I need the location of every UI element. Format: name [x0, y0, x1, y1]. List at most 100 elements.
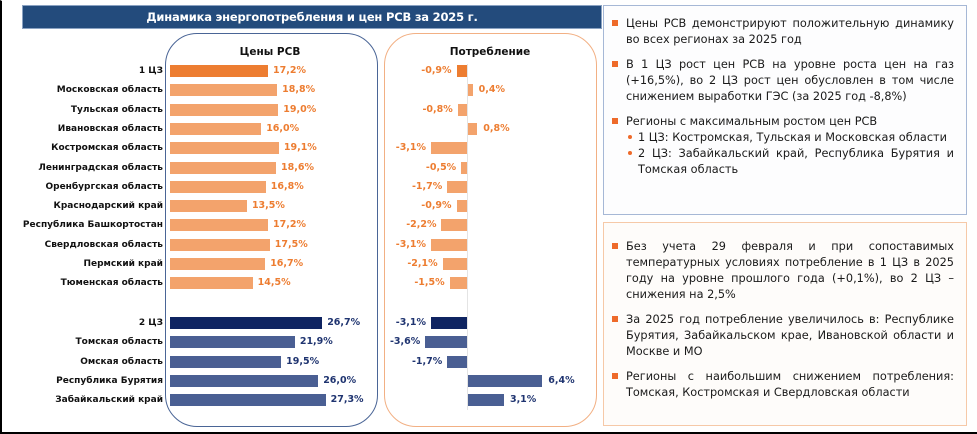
price-value-label: 17,5% [274, 238, 308, 250]
consumption-bar [441, 219, 467, 232]
consumption-bar [461, 161, 467, 174]
price-value-label: 14,5% [257, 277, 291, 289]
consumption-notes-panel: Без учета 29 февраля и при сопоставимых … [603, 222, 967, 426]
consumption-value-label: 0,4% [478, 84, 505, 96]
consumption-value-label: -3,6% [389, 336, 421, 348]
category-label: Республика Бурятия [56, 375, 163, 386]
price-bar [170, 180, 266, 193]
consumption-value-label: -2,1% [407, 258, 438, 269]
prices-title: Цены РСВ [239, 46, 301, 58]
consumption-value-label: -1,5% [414, 277, 445, 289]
chart-header-title: Динамика энергопотребления и цен РСВ за … [146, 10, 478, 24]
price-bar [170, 238, 270, 251]
consumption-value-label: -0,5% [425, 161, 457, 173]
price-bar [170, 219, 269, 232]
price-value-label: 18,6% [281, 161, 314, 173]
consumption-value-label: -2,2% [406, 219, 437, 231]
consumption-bar [468, 374, 543, 387]
consumption-note: Регионы с наибольшим снижением потреблен… [604, 369, 954, 401]
consumption-bar [442, 258, 467, 270]
consumption-notes-list: Без учета 29 февраля и при сопоставимых … [604, 239, 966, 401]
price-bar [170, 65, 269, 77]
consumption-value-label: 0,8% [483, 122, 510, 134]
consumption-note-text: Регионы с наибольшим снижением потреблен… [626, 370, 954, 399]
price-bar [170, 336, 295, 349]
price-bar [170, 103, 279, 116]
consumption-value-label: -3,1% [395, 238, 427, 250]
consumption-bar [425, 336, 467, 349]
price-subnotes: 1 ЦЗ: Костромская, Тульская и Московская… [626, 130, 954, 178]
consumption-value-label: -0,9% [421, 65, 452, 76]
consumption-note: Без учета 29 февраля и при сопоставимых … [604, 239, 954, 303]
price-value-label: 26,7% [327, 317, 361, 328]
price-bar [170, 84, 278, 97]
category-label: Ивановская область [57, 123, 163, 134]
category-label: Забайкальский край [55, 395, 163, 406]
price-value-label: 19,0% [283, 103, 317, 115]
category-label: Оренбургская область [45, 181, 163, 192]
price-note-text: Регионы с максимальным ростом цен РСВ [626, 115, 878, 128]
price-bar [170, 161, 277, 174]
price-bar [170, 122, 262, 135]
category-label: Костромская область [51, 143, 163, 154]
price-value-label: 21,9% [299, 336, 333, 348]
price-bar [170, 142, 279, 155]
price-value-label: 18,8% [282, 84, 316, 96]
price-note: Цены РСВ демонстрируют положительную дин… [604, 16, 954, 48]
price-value-label: 17,2% [273, 65, 306, 76]
category-label: Тюменская область [60, 278, 163, 289]
consumption-value-label: -3,1% [395, 317, 427, 328]
price-value-label: 27,3% [330, 394, 364, 406]
price-bar [170, 374, 319, 387]
consumption-panel [384, 33, 597, 427]
chart-header: Динамика энергопотребления и цен РСВ за … [22, 5, 602, 29]
price-value-label: 17,2% [273, 219, 306, 231]
price-note-text: В 1 ЦЗ рост цен РСВ на уровне роста цен … [626, 58, 954, 103]
consumption-value-label: 3,1% [509, 394, 537, 406]
category-label: 2 ЦЗ [138, 318, 163, 328]
consumption-value-label: -1,7% [411, 180, 443, 192]
category-label: Краснодарский край [53, 201, 163, 212]
consumption-bar [468, 394, 504, 407]
consumption-bar [431, 317, 467, 329]
consumption-bar [447, 180, 467, 193]
consumption-bar [456, 200, 467, 213]
category-label: Томская область [75, 337, 163, 348]
price-bar [170, 277, 253, 290]
category-label: Республика Башкортостан [22, 220, 163, 231]
consumption-value-label: -1,7% [411, 355, 443, 367]
price-subnote: 1 ЦЗ: Костромская, Тульская и Московская… [626, 130, 954, 146]
price-subnote: 2 ЦЗ: Забайкальский край, Республика Бур… [626, 146, 954, 178]
price-subnote-text: 1 ЦЗ: Костромская, Тульская и Московская… [638, 131, 947, 144]
consumption-value-label: -0,9% [421, 200, 452, 212]
price-value-label: 16,0% [266, 122, 300, 134]
category-label: 1 ЦЗ [138, 66, 163, 76]
price-bar [170, 394, 326, 407]
consumption-note-text: Без учета 29 февраля и при сопоставимых … [626, 240, 954, 301]
consumption-bar [468, 122, 478, 135]
consumption-title: Потребление [449, 46, 531, 58]
price-value-label: 16,8% [270, 180, 304, 192]
price-bar [170, 317, 323, 329]
price-bar [170, 355, 282, 368]
price-value-label: 26,0% [323, 374, 357, 386]
price-bar [170, 258, 266, 270]
consumption-value-label: -3,1% [395, 142, 427, 154]
category-label: Свердловская область [44, 239, 163, 250]
price-bar [170, 200, 247, 213]
consumption-bar [447, 355, 467, 368]
price-value-label: 19,5% [286, 355, 320, 367]
price-value-label: 16,7% [270, 258, 304, 269]
category-label: Пермский край [83, 259, 163, 269]
consumption-bar [468, 84, 473, 97]
price-notes-panel: Цены РСВ демонстрируют положительную дин… [603, 5, 967, 215]
price-subnote-text: 2 ЦЗ: Забайкальский край, Республика Бур… [638, 147, 954, 176]
category-label: Омская область [80, 356, 163, 367]
price-note: В 1 ЦЗ рост цен РСВ на уровне роста цен … [604, 57, 954, 105]
consumption-bar [431, 142, 467, 155]
price-value-label: 13,5% [251, 200, 285, 212]
prices-panel [165, 33, 378, 427]
consumption-bar [431, 238, 467, 251]
price-note: Регионы с максимальным ростом цен РСВ 1 … [604, 114, 954, 178]
consumption-bar [449, 277, 467, 290]
